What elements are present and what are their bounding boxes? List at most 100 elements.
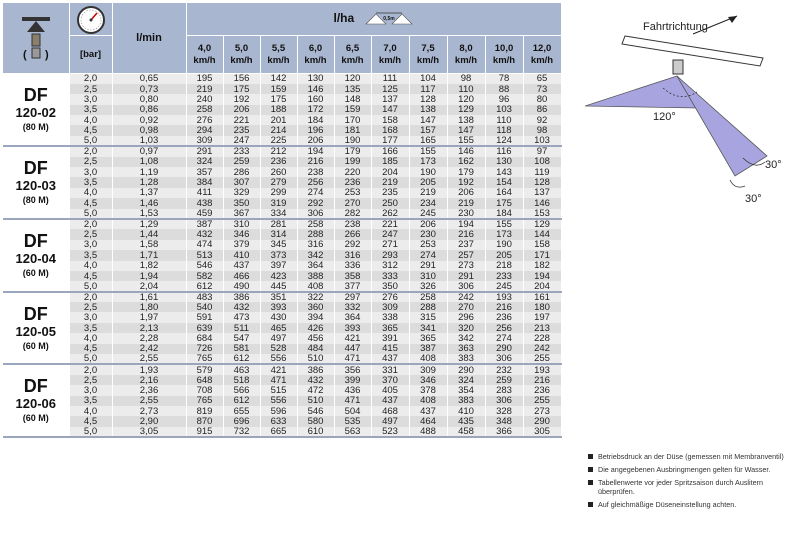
rate-cell: 236: [334, 177, 372, 188]
pressure-cell: 3,0: [69, 167, 113, 178]
table-row: 2,5 1,44 432 346 314 288 266 247 230 216 173 144: [3, 229, 562, 240]
model-note: (60 M): [22, 413, 49, 424]
rate-cell: 283: [485, 385, 524, 396]
pressure-cell: 3,0: [69, 385, 113, 396]
rate-cell: 328: [485, 406, 524, 417]
speed-unit: km/h: [492, 54, 516, 66]
rate-cell: 546: [297, 406, 335, 417]
rate-cell: 432: [223, 302, 261, 313]
model-note: (80 M): [22, 195, 49, 206]
table-row: 2,5 0,73 219 175 159 146 135 125 117 110 88 73: [3, 83, 562, 95]
rate-cell: 253: [334, 187, 372, 199]
flow-cell: 1,80: [112, 302, 187, 313]
rate-cell: 316: [334, 250, 372, 261]
rate-cell: 612: [223, 395, 261, 406]
rate-cell: 256: [297, 177, 335, 188]
direction-label: Fahrtrichtung: [643, 21, 708, 33]
speed-unit: km/h: [193, 54, 216, 66]
rate-cell: 175: [260, 94, 298, 105]
rate-cell: 504: [334, 406, 372, 417]
spacing-label: 0,5m: [383, 16, 395, 22]
speed-value: 5,5: [271, 42, 286, 54]
rate-cell: 456: [297, 333, 335, 344]
rate-cell: 195: [186, 73, 224, 84]
table-row: 3,5 2,55 765 612 556 510 471 437 408 383 306 255: [3, 395, 562, 406]
model-size: 120-06: [15, 396, 56, 412]
rate-cell: 130: [297, 73, 335, 84]
rate-cell: 193: [485, 291, 524, 302]
rate-cell: 235: [371, 187, 410, 199]
pressure-cell: 4,0: [69, 260, 113, 271]
speed-unit: km/h: [341, 54, 364, 66]
rate-cell: 437: [371, 354, 410, 366]
rate-cell: 110: [485, 115, 524, 126]
model-name: DF: [23, 303, 48, 324]
rate-cell: 146: [447, 146, 486, 157]
model-note: (60 M): [22, 267, 49, 278]
table-row: 3,5 1,71 513 410 373 342 316 293 274 257 205 171: [3, 250, 562, 261]
flow-cell: 0,73: [112, 83, 187, 95]
table-row: 5,0 2,04 612 490 445 408 377 350 326 306 245 204: [3, 281, 562, 293]
rate-cell: 135: [334, 83, 372, 95]
rate-cell: 437: [371, 395, 410, 406]
rate-cell: 170: [334, 115, 372, 126]
spray-rate-table: ( ) l/min l/ha: [3, 3, 562, 439]
rate-cell: 329: [223, 187, 261, 199]
rate-cell: 346: [409, 374, 448, 386]
table-row: 4,5 2,42 726 581 528 484 447 415 387 363 290 242: [3, 343, 562, 355]
rate-cell: 236: [523, 385, 562, 396]
flow-cell: 1,71: [112, 250, 187, 261]
rate-cell: 377: [334, 281, 372, 293]
rate-cell: 166: [371, 146, 410, 157]
rate-cell: 138: [447, 115, 486, 126]
speed-value: 8,0: [459, 42, 473, 54]
rate-cell: 459: [186, 208, 224, 221]
rate-cell: 510: [297, 354, 335, 366]
rate-cell: 732: [223, 427, 261, 439]
rate-cell: 232: [485, 364, 524, 375]
spray-fan-rear: [676, 75, 768, 177]
rate-cell: 117: [409, 83, 448, 95]
rate-cell: 591: [186, 312, 224, 323]
rate-cell: 354: [447, 385, 486, 396]
rate-cell: 296: [447, 312, 486, 323]
rate-cell: 320: [447, 322, 486, 334]
rate-cell: 363: [447, 343, 486, 355]
rate-cell: 364: [334, 312, 372, 323]
rate-cell: 162: [447, 156, 486, 168]
rate-cell: 259: [223, 156, 261, 168]
rate-cell: 384: [186, 177, 224, 188]
rate-cell: 143: [485, 167, 524, 178]
rate-cell: 118: [485, 125, 524, 136]
rate-cell: 193: [523, 364, 562, 375]
rate-cell: 290: [447, 364, 486, 375]
flow-cell: 0,92: [112, 115, 187, 126]
pressure-cell: 3,5: [69, 177, 113, 188]
rate-cell: 410: [447, 406, 486, 417]
rate-cell: 230: [409, 229, 448, 240]
spray-angle-label: 120°: [653, 111, 676, 123]
rate-cell: 273: [523, 406, 562, 417]
nozzle-model: DF 120-03 (80 M): [3, 146, 70, 220]
rate-cell: 213: [523, 322, 562, 334]
speed-unit: km/h: [416, 54, 440, 66]
rate-cell: 288: [409, 302, 448, 313]
rate-cell: 293: [371, 250, 410, 261]
pressure-cell: 4,5: [69, 198, 113, 209]
flow-cell: 2,36: [112, 385, 187, 396]
rate-cell: 292: [334, 239, 372, 251]
rate-cell: 266: [334, 229, 372, 240]
rate-cell: 436: [334, 385, 372, 396]
rate-cell: 270: [447, 302, 486, 313]
table-row: 2,5 2,16 648 518 471 432 399 370 346 324 259 216: [3, 374, 562, 386]
rate-cell: 245: [409, 208, 448, 221]
speed-value: 6,5: [345, 42, 360, 54]
rate-cell: 148: [334, 94, 372, 105]
rate-cell: 192: [223, 94, 261, 105]
speed-header: 6,5 km/h: [334, 35, 372, 74]
flow-cell: 1,19: [112, 167, 187, 178]
model-name: DF: [23, 158, 48, 179]
speed-unit: km/h: [530, 54, 554, 66]
rate-cell: 258: [186, 104, 224, 116]
rate-cell: 388: [297, 270, 335, 282]
